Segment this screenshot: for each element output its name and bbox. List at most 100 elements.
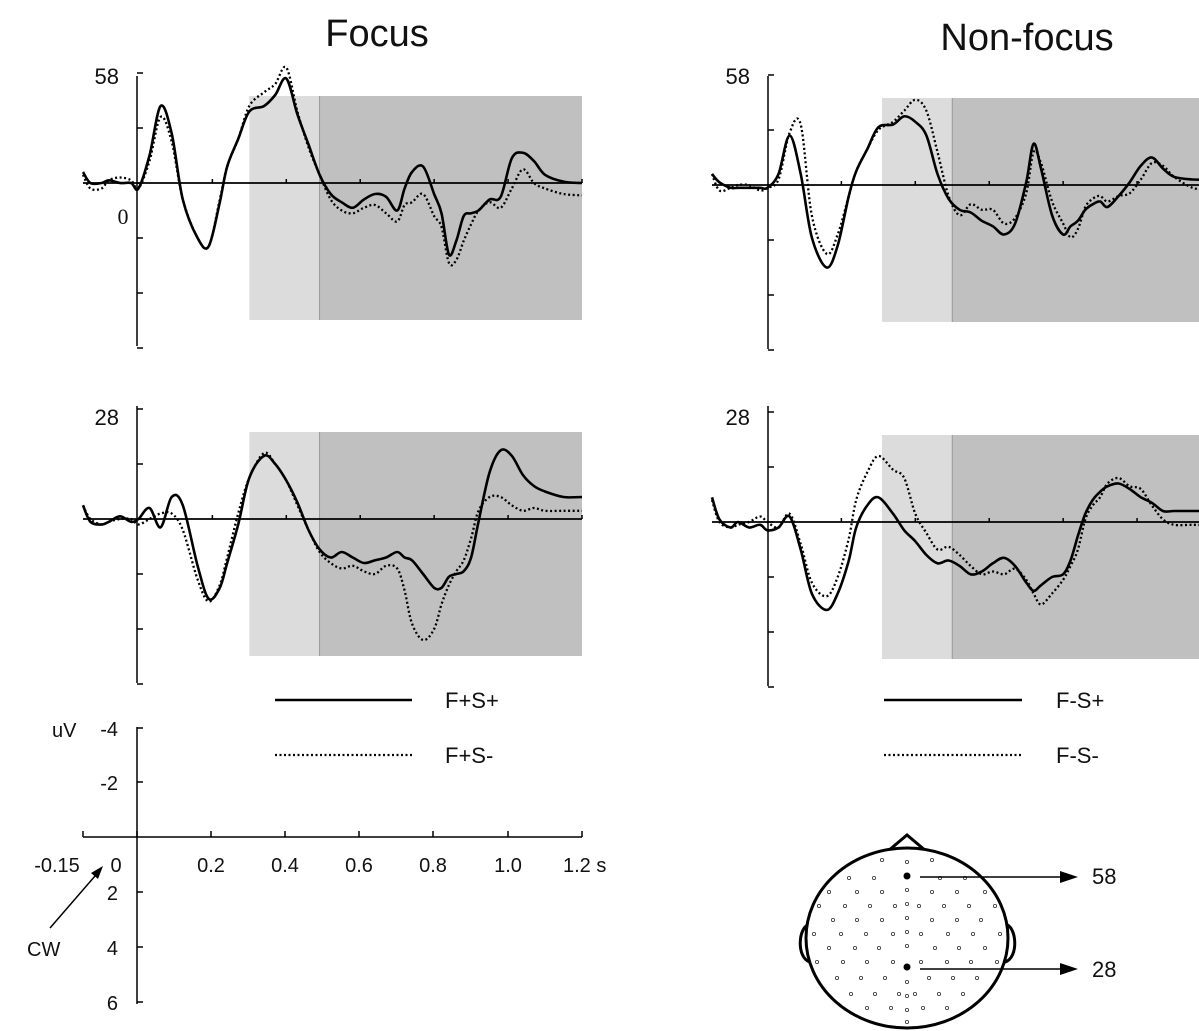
electrode-dot	[971, 932, 976, 937]
electrode-dot	[961, 992, 966, 997]
electrode-dot	[865, 960, 870, 965]
scale-x-tick-label: 0	[110, 855, 121, 877]
series-line-solid	[81, 76, 583, 257]
electrode-dot	[917, 904, 922, 909]
electrode-dot	[853, 946, 858, 951]
scale-x-tick-label: 1.2 s	[563, 855, 606, 877]
electrode-28-arrowhead	[1060, 963, 1078, 975]
electrode-dot	[889, 1006, 894, 1011]
electrode-dot	[905, 994, 910, 999]
scale-y-tick-label: -2	[100, 773, 118, 795]
electrode-dot	[880, 858, 885, 863]
focus-58-panel: 58	[81, 64, 583, 349]
electrode-dot	[893, 904, 898, 909]
electrode-dot	[919, 932, 924, 937]
channel-label: 28	[95, 405, 119, 430]
electrode-dot	[919, 960, 924, 965]
channel-label: 58	[726, 64, 750, 89]
channel-label: 58	[95, 64, 119, 89]
electrode-dot	[877, 946, 882, 951]
electrode-dot	[942, 904, 947, 909]
electrode-dot	[955, 918, 960, 923]
electrode-dot	[995, 960, 1000, 965]
electrode-dot	[812, 932, 817, 937]
electrode-dot	[905, 888, 910, 893]
electrode-dot	[921, 1006, 926, 1011]
scale-y-tick-label: 2	[107, 883, 118, 905]
electrode-dot	[967, 904, 972, 909]
electrode-dot	[983, 946, 988, 951]
electrode-dot	[835, 976, 840, 981]
electrode-58-label: 58	[1092, 864, 1116, 889]
electrode-dot	[905, 980, 910, 985]
scale-key: uV -4 -2 2 4 6 -0.15 0 0.2 0.4 0.6 0.8 1.0 1.2 s CW	[27, 719, 606, 1015]
electrode-58-marker	[903, 872, 911, 880]
zero-label: 0	[118, 204, 129, 229]
electrode-dot	[951, 976, 956, 981]
electrode-dot	[855, 918, 860, 923]
electrode-dot	[815, 960, 820, 965]
electrode-dot	[930, 890, 935, 895]
electrode-dot	[873, 992, 878, 997]
series-line-solid	[81, 448, 583, 601]
electrode-dot	[927, 976, 932, 981]
late-window	[952, 98, 1199, 322]
scale-x-tick-label: -0.15	[34, 855, 80, 877]
nonfocus-58-panel: 58	[710, 64, 1199, 351]
late-window	[319, 96, 582, 320]
electrode-dot	[864, 932, 869, 937]
electrode-dot	[945, 1006, 950, 1011]
electrode-dot	[859, 976, 864, 981]
electrode-dot	[905, 902, 910, 907]
electrode-dot	[891, 932, 896, 937]
electrode-dot	[839, 932, 844, 937]
cw-arrowhead	[91, 866, 103, 879]
electrode-dot	[868, 904, 873, 909]
late-window	[319, 432, 582, 656]
electrode-dot	[905, 944, 910, 949]
scale-x-tick-label: 0.6	[345, 855, 373, 877]
legend-solid-label: F+S+	[445, 688, 499, 713]
series-line-dotted	[81, 65, 583, 267]
scale-x-tick-label: 0.4	[271, 855, 299, 877]
electrode-dot	[957, 946, 962, 951]
electrode-dot	[946, 932, 951, 937]
electrode-dot	[841, 960, 846, 965]
electrode-dot	[930, 918, 935, 923]
scale-x-tick-label: 1.0	[494, 855, 522, 877]
focus-legend: F+S+ F+S-	[275, 688, 499, 768]
scale-y-tick-label: -4	[100, 719, 118, 741]
electrode-dot	[855, 890, 860, 895]
cw-label: CW	[27, 939, 60, 961]
focus-title: Focus	[325, 13, 428, 55]
electrode-dot	[880, 890, 885, 895]
electrode-dot	[983, 890, 988, 895]
legend-dotted-label: F+S-	[445, 743, 493, 768]
electrode-dot	[945, 960, 950, 965]
electrode-dot	[937, 992, 942, 997]
electrode-dot	[827, 890, 832, 895]
electrode-dot	[849, 992, 854, 997]
electrode-28-label: 28	[1092, 957, 1116, 982]
nonfocus-title: Non-focus	[940, 17, 1113, 59]
channel-label: 28	[726, 405, 750, 430]
electrode-28-marker	[903, 963, 911, 971]
electrode-dot	[998, 932, 1003, 937]
electrode-dot	[847, 876, 852, 881]
scale-x-tick-label: 0.8	[419, 855, 447, 877]
early-window	[882, 98, 953, 322]
series-line-dotted	[710, 98, 1199, 256]
electrode-dot	[827, 946, 832, 951]
early-window	[249, 432, 320, 656]
scale-y-tick-label: 4	[107, 938, 118, 960]
focus-28-panel: 28	[81, 405, 583, 685]
electrode-dot	[993, 904, 998, 909]
series-line-solid	[710, 482, 1199, 612]
electrode-dot	[843, 904, 848, 909]
electrode-dot	[913, 992, 918, 997]
electrode-dot	[883, 976, 888, 981]
electrode-dot	[817, 904, 822, 909]
head-map: 58 28	[798, 833, 1116, 1030]
early-window	[249, 96, 320, 320]
